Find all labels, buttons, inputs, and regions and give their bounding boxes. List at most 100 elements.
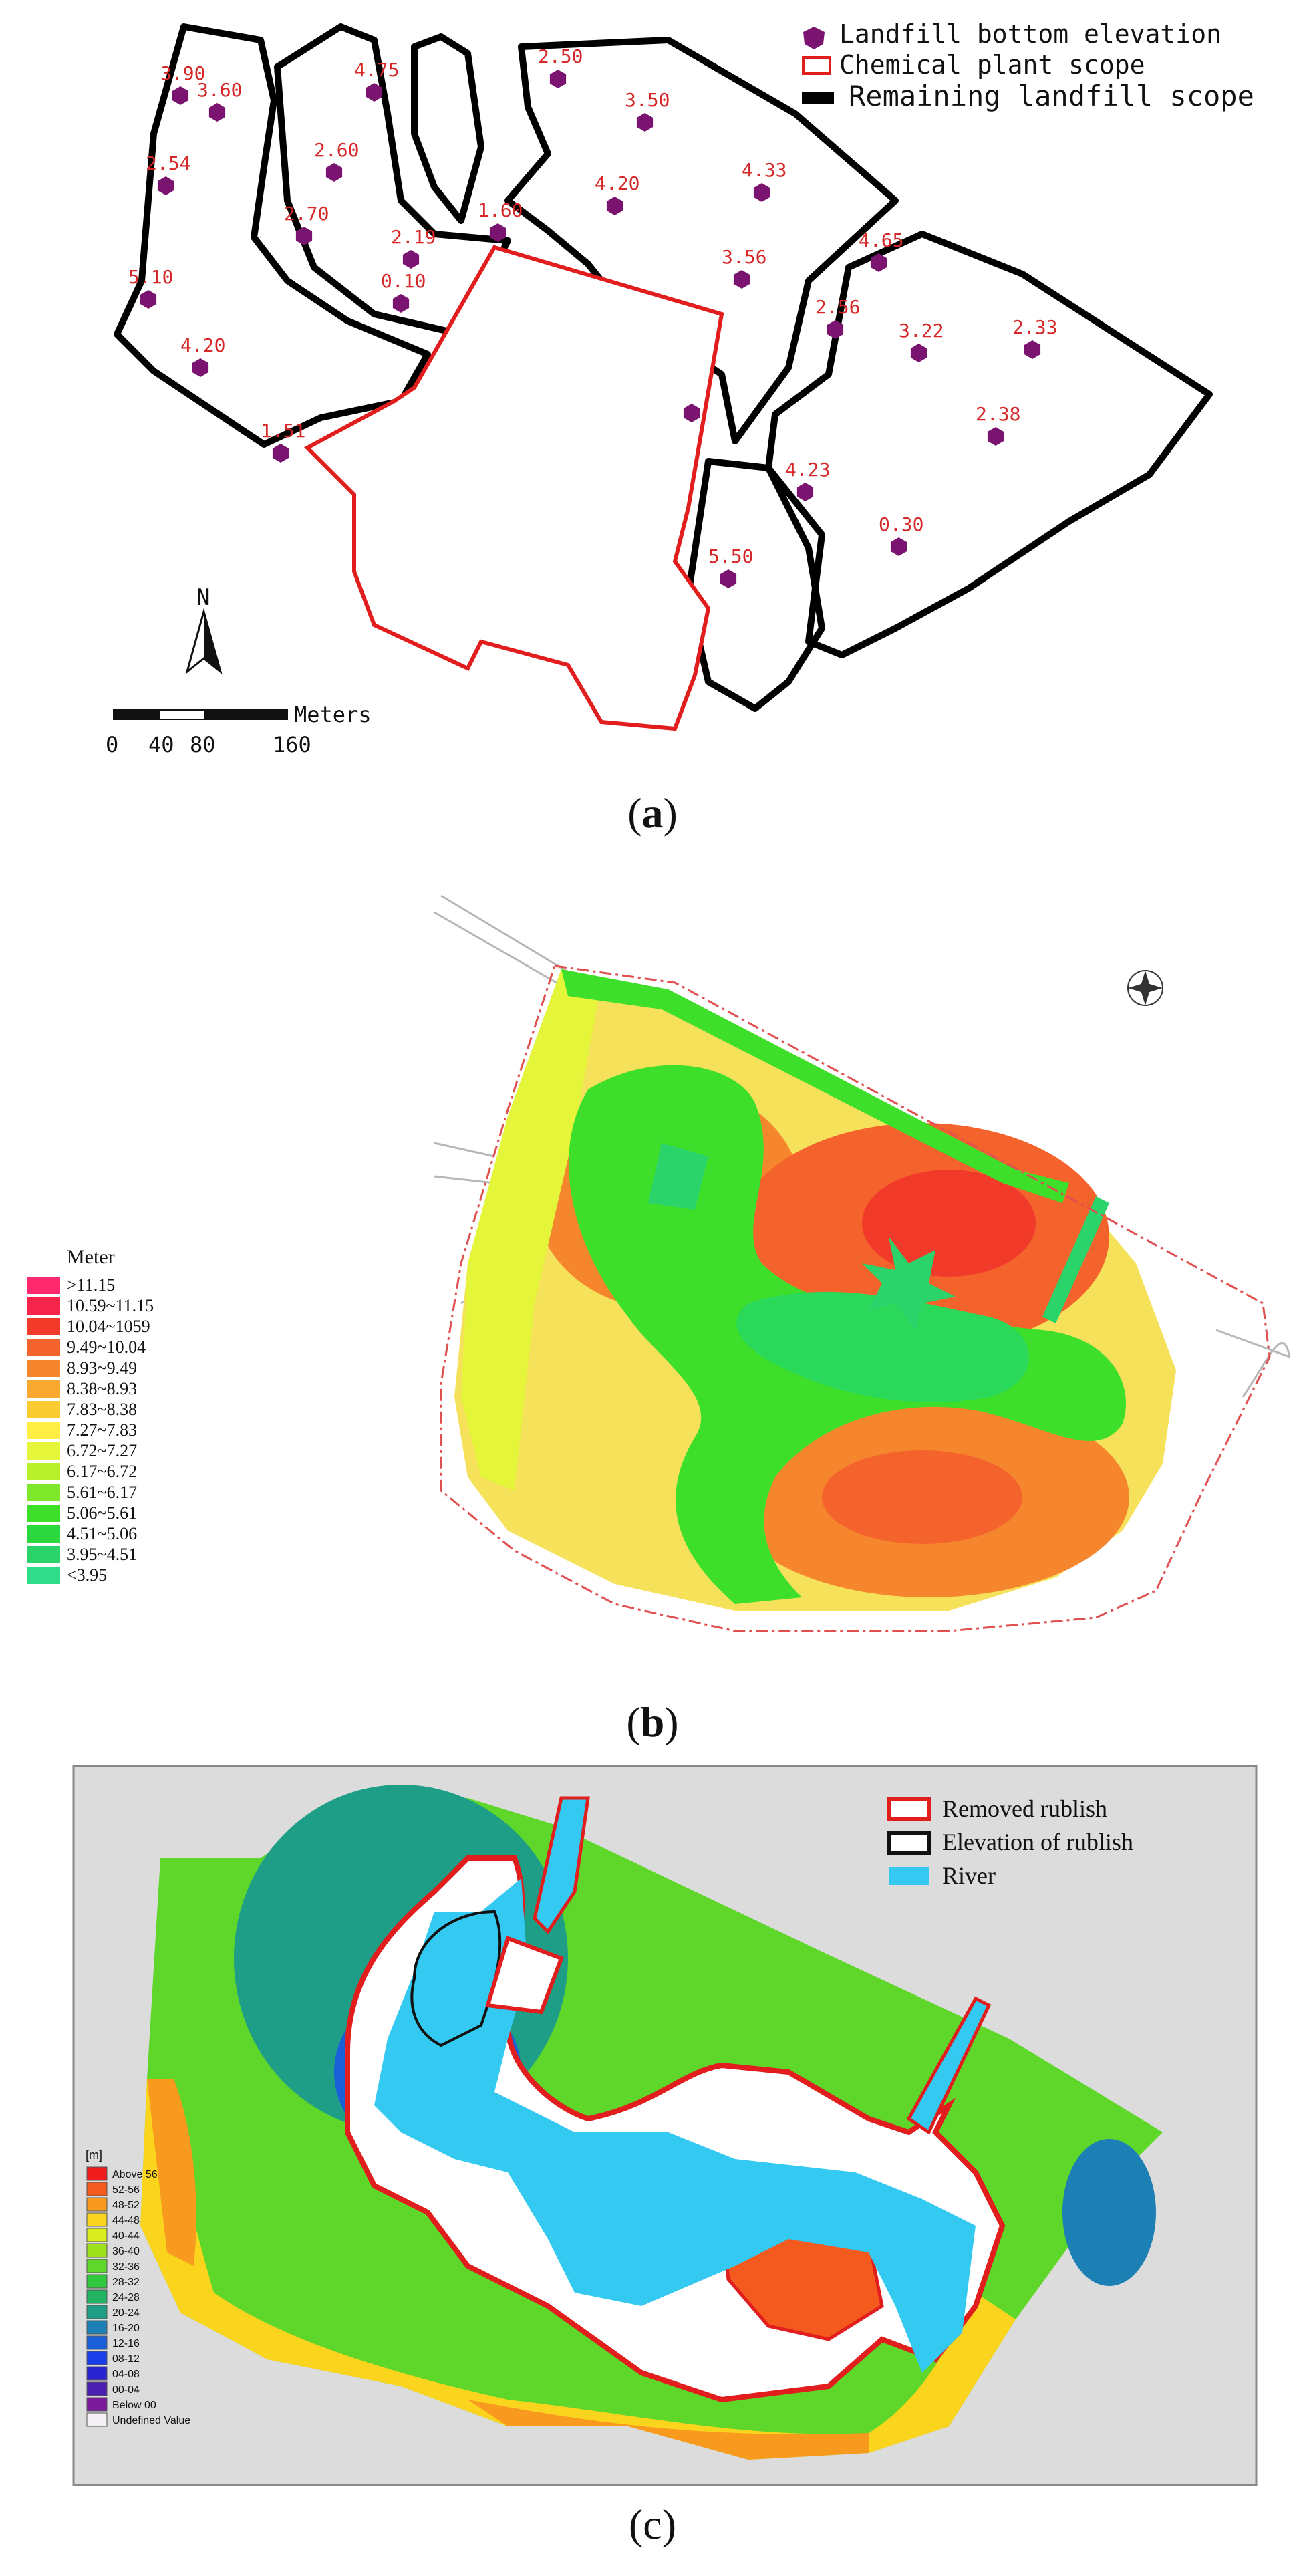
- building-block: [485, 1936, 564, 2015]
- elevation-point-marker: [796, 483, 814, 501]
- legend-swatch: [27, 1380, 60, 1398]
- elevation-point-label: 5.10: [128, 266, 173, 288]
- colorbar-label: 24-28: [112, 2292, 140, 2303]
- legend-remaining-landfill-label: Remaining landfill scope: [849, 80, 1254, 112]
- landfill-mid-strip: [411, 33, 484, 224]
- legend-river-swatch: [889, 1867, 929, 1885]
- legend-range-label: 7.83~8.38: [67, 1400, 137, 1419]
- colorbar-swatch: [86, 2305, 108, 2319]
- colorbar-label: 28-32: [112, 2277, 140, 2288]
- elevation-point-label: 2.33: [1012, 316, 1057, 338]
- colorbar-swatch: [86, 2182, 108, 2196]
- legend-swatch: [27, 1442, 60, 1460]
- terrain-west-orange: [147, 2079, 196, 2266]
- elevation-point-label: 2.19: [391, 226, 436, 248]
- colorbar-label: Below 00: [112, 2400, 156, 2411]
- legend-range-label: >11.15: [67, 1275, 115, 1295]
- elevation-point-label: 4.33: [742, 159, 786, 181]
- legend-bottom-elevation-label: Landfill bottom elevation: [839, 19, 1221, 49]
- colorbar-swatch: [86, 2197, 108, 2212]
- building-west-island: [648, 1143, 708, 1210]
- elevation-point-marker: [489, 223, 506, 242]
- caption-c: (c): [628, 2500, 677, 2548]
- scale-unit-label: Meters: [294, 702, 372, 727]
- green-border-north: [561, 969, 1069, 1203]
- legend-elevation-label: Elevation of rublish: [942, 1829, 1133, 1855]
- colorbar-swatch: [86, 2274, 108, 2289]
- legend-range-label: 5.61~6.17: [67, 1483, 137, 1502]
- legend-swatch: [27, 1567, 60, 1584]
- legend-swatch: [27, 1401, 60, 1418]
- elevation-point-label: 4.23: [785, 459, 830, 481]
- landfill-west-strip: [114, 23, 431, 448]
- legend-range-label: 7.27~7.83: [67, 1420, 137, 1440]
- colorbar-label: 00-04: [112, 2384, 140, 2396]
- colorbar-label: 44-48: [112, 2215, 140, 2226]
- colorbar-unit-label: [m]: [86, 2148, 102, 2162]
- legend-marker-icon: [803, 27, 825, 49]
- elevation-point-marker: [140, 290, 157, 309]
- elevation-point-label: 2.38: [976, 403, 1020, 425]
- colorbar-swatch: [86, 2228, 108, 2242]
- scale-tick-80: 80: [190, 732, 216, 757]
- legend-range-label: 8.93~9.49: [67, 1358, 137, 1378]
- elevation-point-label: 2.54: [146, 152, 190, 174]
- west-margin: [461, 969, 601, 1491]
- elevation-point-marker: [636, 113, 654, 132]
- elevation-point-label: 2.56: [815, 296, 860, 318]
- high-zone-south-core: [822, 1450, 1022, 1544]
- legend-range-label: <3.95: [67, 1565, 107, 1585]
- scale-bar: Meters 0 40 80 160: [106, 702, 372, 757]
- elevation-point-marker: [910, 344, 927, 362]
- elevation-point-marker: [549, 70, 567, 88]
- legend-river-label: River: [942, 1862, 996, 1889]
- legend-swatch: [27, 1422, 60, 1439]
- scale-tick-160: 160: [273, 732, 311, 757]
- elevation-point-label: 4.65: [859, 229, 903, 251]
- colorbar-label: 12-16: [112, 2338, 140, 2349]
- landfill-inner-strip: [274, 23, 511, 338]
- elevation-point-label: 0.10: [381, 270, 426, 292]
- elevation-point-label: 1.51: [261, 420, 305, 442]
- elevation-point-marker: [272, 444, 289, 463]
- colorbar-label: 20-24: [112, 2307, 140, 2319]
- colorbar-label: 08-12: [112, 2353, 140, 2365]
- elevation-point-marker: [870, 253, 887, 272]
- elevation-point-label: 1.60: [478, 199, 523, 221]
- terrain-orange-rim: [468, 2400, 869, 2460]
- legend-range-label: 9.49~10.04: [67, 1337, 146, 1357]
- terrain-east-teal: [1062, 2139, 1156, 2286]
- colorbar-label: 16-20: [112, 2323, 140, 2334]
- legend-swatch: [27, 1297, 60, 1315]
- elevation-point-marker: [733, 270, 750, 289]
- elevation-point-marker: [606, 197, 623, 215]
- elevation-point-label: 2.70: [284, 203, 329, 225]
- colorbar-label: 04-08: [112, 2369, 140, 2380]
- high-zone-east-core: [862, 1170, 1036, 1277]
- caption-b-letter: b: [640, 1698, 665, 1746]
- legend-range-label: 8.38~8.93: [67, 1379, 137, 1398]
- colorbar-swatch: [86, 2320, 108, 2335]
- elevation-point-label: 2.50: [538, 45, 583, 68]
- legend-removed-swatch: [887, 1797, 931, 1821]
- colorbar-swatch: [86, 2259, 108, 2273]
- colorbar-label: Above 56: [112, 2169, 158, 2180]
- colorbar-legend: Above 56 52-56 48-52 44-48 40-44 36-40 32-36 28…: [86, 2166, 190, 2427]
- elevation-point-marker: [890, 537, 907, 556]
- panel-c-rubbish-map: Removed rublish Elevation of rublish Riv…: [0, 1758, 1305, 2576]
- river: [374, 1878, 976, 2373]
- elevation-point-marker: [295, 227, 313, 245]
- elevation-point-marker: [208, 103, 226, 122]
- legend-range-label: 6.17~6.72: [67, 1462, 137, 1481]
- panel-b-elevation-map: Meter >11.15 10.59~11.15 10.04~1059 9.49~10…: [0, 889, 1305, 1758]
- elevation-point-marker: [392, 294, 410, 313]
- colorbar-swatch: [86, 2351, 108, 2365]
- caption-a: (a): [627, 789, 678, 837]
- rubbish-elevation-map: Removed rublish Elevation of rublish Riv…: [72, 1765, 1258, 2486]
- elevation-point-marker: [987, 427, 1004, 446]
- north-arrow-icon: N: [185, 584, 223, 675]
- remaining-landfill-boundaries: [114, 23, 1213, 712]
- elevation-point-label: 3.22: [899, 319, 944, 342]
- legend-range-label: 10.59~11.15: [67, 1296, 154, 1315]
